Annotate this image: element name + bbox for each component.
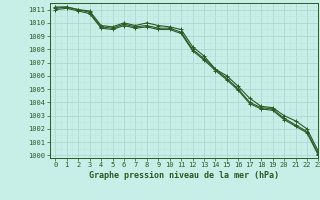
X-axis label: Graphe pression niveau de la mer (hPa): Graphe pression niveau de la mer (hPa) xyxy=(89,171,279,180)
